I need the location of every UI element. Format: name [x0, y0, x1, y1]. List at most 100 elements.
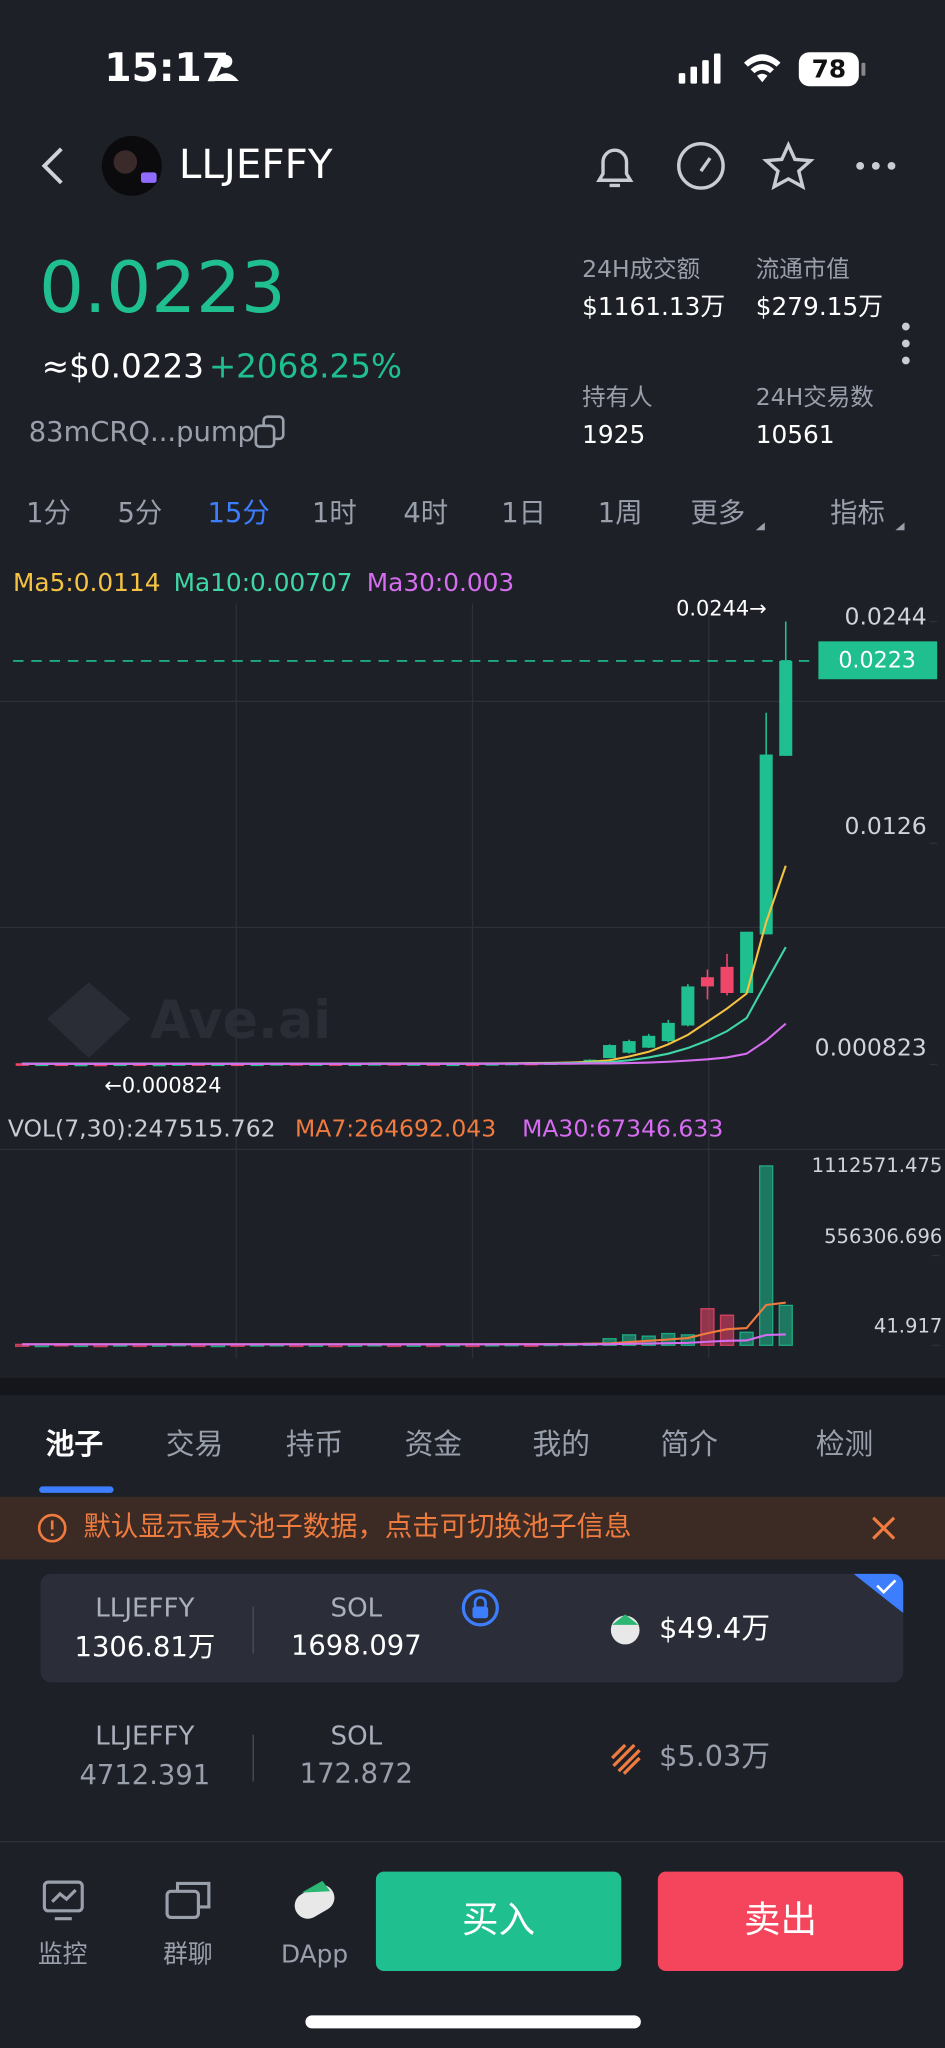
y-tick-label: 0.000823	[815, 1033, 927, 1061]
tab[interactable]: 我的	[533, 1427, 590, 1461]
candle-body	[93, 1063, 108, 1067]
candle-body	[681, 986, 695, 1026]
candle-body	[603, 1045, 617, 1059]
stat-value: $1161.13万	[582, 292, 725, 321]
notice-icon	[37, 1513, 67, 1543]
chat-icon[interactable]	[165, 1881, 211, 1919]
selected-check	[876, 1579, 897, 1595]
pool-quote: SOL	[331, 1594, 383, 1624]
tab[interactable]: 池子	[46, 1427, 103, 1461]
watermark-logo	[46, 982, 131, 1058]
stat-value: 1925	[582, 420, 645, 449]
volume-bar	[621, 1334, 637, 1346]
tab[interactable]: 资金	[405, 1427, 462, 1461]
dapp-icon[interactable]	[290, 1880, 339, 1924]
stat-value: 10561	[756, 420, 835, 449]
volume-ma-line	[22, 1333, 786, 1346]
active-tab-indicator	[39, 1486, 114, 1493]
candle-body	[720, 966, 734, 993]
contract-address[interactable]: 83mCRQ...pump	[29, 417, 255, 448]
timeframe-option[interactable]: 指标	[830, 498, 885, 529]
timeframe-option[interactable]: 4时	[403, 498, 448, 529]
tab[interactable]: 持币	[286, 1427, 343, 1461]
candle-body	[74, 1063, 88, 1067]
tab[interactable]: 简介	[660, 1427, 718, 1461]
candle-body	[152, 1063, 166, 1067]
timeframe-option[interactable]: 1周	[598, 498, 643, 529]
stat-value: $279.15万	[756, 292, 883, 321]
monitor-icon[interactable]	[42, 1880, 84, 1921]
stat-label: 流通市值	[756, 255, 850, 283]
sell-label[interactable]: 卖出	[744, 1898, 817, 1941]
status-time: 15:17	[104, 46, 229, 91]
stats-more[interactable]	[901, 322, 910, 365]
more-icon[interactable]	[856, 161, 896, 170]
pool-token-amount: 4712.391	[80, 1760, 211, 1791]
timeframe-option[interactable]: 15分	[208, 498, 270, 529]
pool-card-active[interactable]	[40, 1573, 904, 1683]
max-annotation: 0.0244→	[676, 597, 767, 621]
buy-label[interactable]: 买入	[462, 1898, 535, 1941]
pool-token: LLJEFFY	[95, 1594, 194, 1624]
tab[interactable]: 检测	[816, 1427, 873, 1461]
gauge-icon[interactable]	[677, 141, 725, 190]
tab[interactable]: 交易	[166, 1427, 223, 1461]
home-indicator	[305, 2015, 641, 2029]
sell-button[interactable]	[657, 1871, 904, 1971]
bell-icon[interactable]	[596, 148, 634, 188]
min-annotation: ←0.000824	[104, 1074, 221, 1098]
avatar	[101, 135, 162, 196]
watermark: Ave.ai	[150, 991, 331, 1051]
candle-body	[700, 977, 714, 987]
nav-label[interactable]: DApp	[281, 1939, 348, 1968]
candle-body	[779, 660, 793, 756]
notice-close[interactable]	[872, 1516, 896, 1540]
nav-label[interactable]: 群聊	[163, 1939, 213, 1968]
star-icon[interactable]	[762, 140, 815, 191]
stat-label: 持有人	[582, 383, 652, 411]
pool-value[interactable]: $49.4万	[659, 1611, 770, 1645]
volume-legend: VOL(7,30):247515.762	[8, 1114, 276, 1142]
volume-tick-label: 41.917	[874, 1315, 942, 1338]
back-button[interactable]	[41, 147, 63, 185]
price: 0.0223	[39, 247, 286, 329]
timeframe-option[interactable]: 1日	[501, 498, 546, 529]
timeframe-option[interactable]: 5分	[117, 498, 162, 529]
volume-bar	[700, 1308, 715, 1346]
stat-label: 24H交易数	[756, 383, 874, 411]
volume-bar	[778, 1304, 793, 1346]
candle-body	[642, 1035, 656, 1048]
candle-body	[661, 1022, 675, 1042]
timeframe-option[interactable]: 1分	[26, 498, 71, 529]
y-tick-label: 0.0126	[845, 812, 927, 840]
lock-icon	[461, 1589, 499, 1627]
price-usd: ≈$0.0223	[42, 347, 204, 385]
pool-quote-amount: 1698.097	[291, 1631, 422, 1662]
timeframe-option[interactable]: 更多	[690, 498, 745, 529]
buy-button[interactable]	[375, 1871, 622, 1971]
ma-line	[22, 1022, 787, 1065]
price-change: +2068.25%	[209, 347, 402, 385]
notice-text[interactable]: 默认显示最大池子数据，点击可切换池子信息	[84, 1512, 632, 1543]
current-price-label: 0.0223	[838, 647, 916, 673]
pool-token-amount: 1306.81万	[75, 1632, 216, 1663]
volume-bar	[680, 1334, 696, 1346]
timeframe-option[interactable]: 1时	[312, 498, 357, 529]
copy-icon[interactable]	[254, 415, 285, 448]
volume-legend: MA7:264692.043	[295, 1114, 496, 1142]
volume-tick-label: 1112571.475	[812, 1154, 943, 1177]
ma-legend: Ma10:0.00707	[174, 568, 353, 597]
nav-label[interactable]: 监控	[38, 1939, 88, 1968]
pool-icon	[611, 1743, 641, 1775]
ma-legend: Ma5:0.0114	[13, 568, 160, 597]
candle-body	[622, 1041, 636, 1053]
amm-icon	[610, 1614, 640, 1645]
pool-value[interactable]: $5.03万	[659, 1739, 770, 1773]
candle-body	[740, 931, 754, 993]
pool-token: LLJEFFY	[95, 1722, 194, 1752]
separator	[0, 1377, 945, 1395]
pool-quote: SOL	[331, 1722, 383, 1752]
notice-bar[interactable]	[0, 1496, 945, 1560]
